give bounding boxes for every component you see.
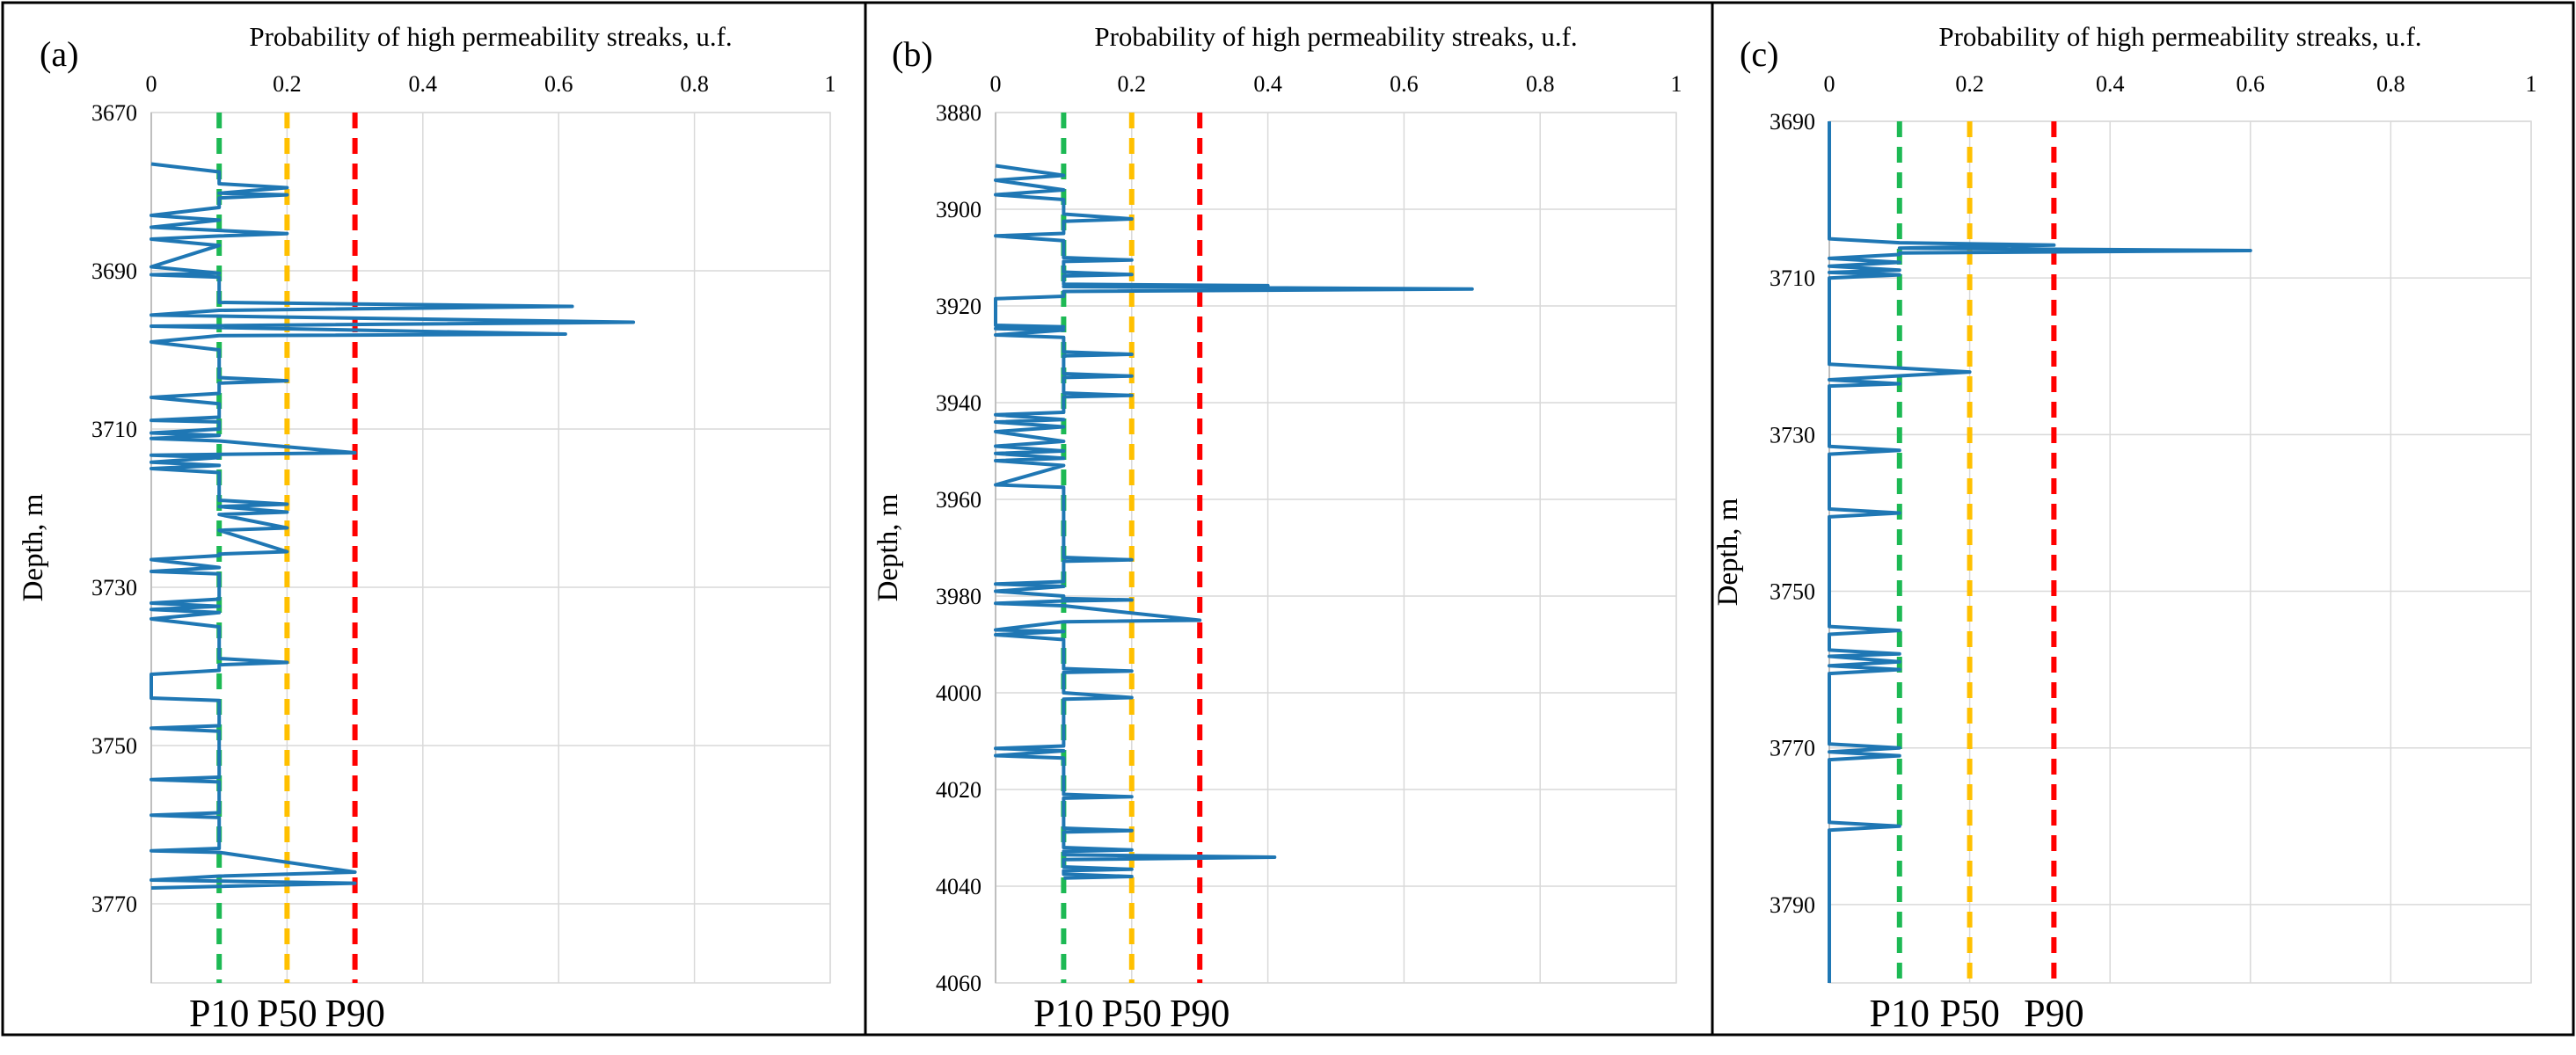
y-tick-label: 3770 [1770, 736, 1815, 761]
percentile-label-p90: P90 [1170, 992, 1230, 1035]
panel-frame [1, 1, 867, 1037]
y-tick-label: 4000 [936, 680, 982, 706]
y-axis-label: Depth, m [18, 493, 49, 601]
x-tick-label: 0 [990, 71, 1002, 97]
y-tick-label: 3750 [1770, 579, 1815, 605]
chart-panel-1: 0 0.2 0.4 0.6 0.8 1 3670 3690 3710 3730 3750 3770 P1… [1, 1, 867, 1037]
panel-label: (b) [892, 34, 933, 74]
panel-label: (a) [40, 34, 78, 74]
x-tick-label: 0.4 [2096, 71, 2125, 97]
percentile-label-p50: P50 [1102, 992, 1162, 1035]
chart-panel-2: 0 0.2 0.4 0.6 0.8 1 3880 3900 3920 3940 3960 3980 40… [864, 1, 1714, 1037]
x-tick-label: 0.2 [1955, 71, 1984, 97]
y-tick-label: 4060 [936, 971, 982, 996]
x-tick-label: 0.8 [2376, 71, 2405, 97]
y-tick-label: 3770 [91, 891, 137, 917]
y-tick-label: 3730 [1770, 422, 1815, 447]
percentile-label-p10: P10 [1033, 992, 1093, 1035]
y-tick-label: 4040 [936, 874, 982, 899]
y-tick-label: 3710 [1770, 266, 1815, 291]
percentile-label-p90: P90 [325, 992, 384, 1035]
y-tick-label: 3960 [936, 487, 982, 513]
x-tick-label: 1 [2526, 71, 2537, 97]
percentile-label-p50: P50 [257, 992, 317, 1035]
y-tick-label: 3940 [936, 390, 982, 416]
series-line [994, 164, 1474, 880]
x-tick-label: 0.6 [544, 71, 573, 97]
chart-title: Probability of high permeability streaks… [249, 21, 732, 52]
x-tick-label: 0.4 [1253, 71, 1282, 97]
y-axis-label: Depth, m [872, 493, 904, 601]
x-tick-label: 0.4 [409, 71, 438, 97]
x-tick-label: 0.6 [2237, 71, 2266, 97]
percentile-label-p10: P10 [189, 992, 249, 1035]
x-tick-label: 1 [1671, 71, 1682, 97]
panel-frame [864, 1, 1714, 1037]
y-tick-label: 3750 [91, 733, 137, 759]
y-axis-label: Depth, m [1712, 498, 1744, 606]
plot-area-border [150, 112, 831, 984]
x-tick-label: 1 [825, 71, 836, 97]
x-tick-label: 0.6 [1390, 71, 1419, 97]
y-tick-label: 3710 [91, 417, 137, 442]
x-tick-label: 0.8 [680, 71, 709, 97]
series-line [1828, 121, 2252, 983]
y-tick-label: 3730 [91, 575, 137, 600]
chart-panel-3: 0 0.2 0.4 0.6 0.8 1 3690 3710 3730 3750 3770 3790 P1… [1711, 1, 2575, 1037]
y-tick-label: 3920 [936, 294, 982, 319]
percentile-label-p10: P10 [1870, 992, 1930, 1035]
x-tick-label: 0.8 [1526, 71, 1555, 97]
y-tick-label: 3880 [936, 100, 982, 126]
panel-label: (c) [1740, 34, 1778, 74]
percentile-label-p90: P90 [2024, 992, 2083, 1035]
y-tick-label: 3690 [91, 258, 137, 284]
series-line [150, 162, 636, 890]
percentile-label-p50: P50 [1939, 992, 1999, 1035]
chart-title: Probability of high permeability streaks… [1094, 21, 1577, 52]
x-tick-label: 0.2 [273, 71, 302, 97]
y-tick-label: 3670 [91, 100, 137, 126]
y-tick-label: 3900 [936, 197, 982, 222]
chart-title: Probability of high permeability streaks… [1938, 21, 2421, 52]
x-tick-label: 0 [1824, 71, 1835, 97]
x-tick-label: 0 [146, 71, 157, 97]
y-tick-label: 4020 [936, 777, 982, 803]
y-tick-label: 3980 [936, 584, 982, 609]
panel-frame [1711, 1, 2575, 1037]
y-tick-label: 3690 [1770, 109, 1815, 135]
y-tick-label: 3790 [1770, 892, 1815, 918]
x-tick-label: 0.2 [1118, 71, 1147, 97]
